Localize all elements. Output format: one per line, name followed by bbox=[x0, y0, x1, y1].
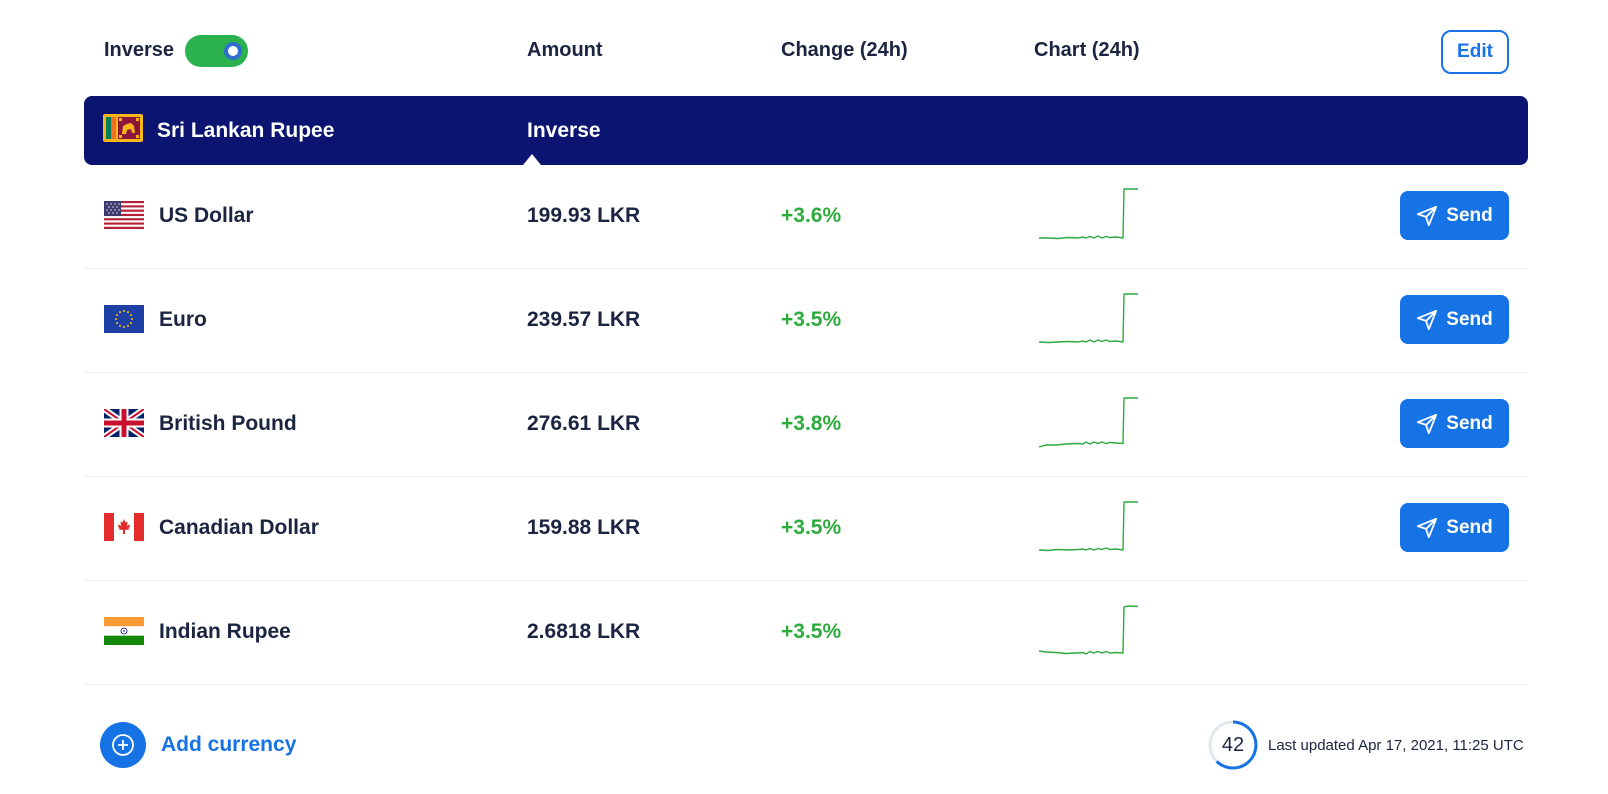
currency-amount: 2.6818 LKR bbox=[527, 620, 641, 643]
send-paper-plane-icon bbox=[1417, 309, 1438, 330]
sparkline-chart bbox=[1039, 188, 1138, 240]
edit-button[interactable]: Edit bbox=[1441, 30, 1509, 74]
currency-row-eur[interactable]: Euro 239.57 LKR +3.5% Send bbox=[84, 269, 1528, 373]
sparkline-chart bbox=[1038, 605, 1139, 655]
currency-change: +3.6% bbox=[781, 204, 842, 227]
inverse-toggle[interactable] bbox=[185, 35, 248, 67]
base-mode-label: Inverse bbox=[527, 119, 601, 142]
currency-amount: 239.57 LKR bbox=[527, 308, 641, 331]
currency-row-usd[interactable]: US Dollar 199.93 LKR +3.6% Send bbox=[84, 165, 1528, 269]
countdown-value: 42 bbox=[1221, 733, 1245, 756]
change-column-header: Change (24h) bbox=[781, 39, 908, 61]
base-currency-name: Sri Lankan Rupee bbox=[157, 119, 335, 142]
flag-eu-icon bbox=[104, 305, 144, 333]
currency-row-cad[interactable]: Canadian Dollar 159.88 LKR +3.5% Send bbox=[84, 477, 1528, 581]
add-currency-button[interactable]: Add currency bbox=[100, 722, 296, 768]
toggle-knob bbox=[224, 42, 242, 60]
flag-canada-icon bbox=[104, 513, 144, 541]
currency-amount: 199.93 LKR bbox=[527, 204, 641, 227]
currency-row-gbp[interactable]: British Pound 276.61 LKR +3.8% Send bbox=[84, 373, 1528, 477]
flag-india-icon bbox=[104, 617, 144, 645]
base-currency-bar[interactable]: Sri Lankan Rupee Inverse bbox=[84, 96, 1528, 165]
sparkline-chart bbox=[1038, 293, 1138, 344]
countdown-ring-icon bbox=[1208, 720, 1258, 770]
currency-name: US Dollar bbox=[159, 204, 254, 227]
send-button[interactable]: Send bbox=[1400, 191, 1509, 240]
currency-name: Canadian Dollar bbox=[159, 516, 319, 539]
send-button-label: Send bbox=[1446, 308, 1493, 330]
send-button[interactable]: Send bbox=[1400, 503, 1509, 552]
sparkline-chart bbox=[1038, 397, 1138, 448]
currency-change: +3.5% bbox=[781, 516, 842, 539]
add-currency-label: Add currency bbox=[161, 733, 297, 756]
currency-amount: 159.88 LKR bbox=[527, 516, 641, 539]
amount-column-header: Amount bbox=[527, 39, 603, 61]
flag-sri-lanka-icon bbox=[103, 114, 143, 142]
table-header: Inverse Amount Change (24h) Chart (24h) … bbox=[0, 0, 1608, 96]
send-button[interactable]: Send bbox=[1400, 295, 1509, 344]
last-updated-text: Last updated Apr 17, 2021, 11:25 UTC bbox=[1268, 737, 1524, 754]
currency-name: Euro bbox=[159, 308, 207, 331]
inverse-label: Inverse bbox=[104, 39, 175, 61]
flag-us-icon bbox=[104, 201, 144, 229]
amount-pointer bbox=[523, 154, 541, 165]
send-paper-plane-icon bbox=[1417, 517, 1438, 538]
add-circle-icon bbox=[100, 722, 146, 768]
currency-name: British Pound bbox=[159, 412, 297, 435]
send-paper-plane-icon bbox=[1417, 413, 1438, 434]
currency-change: +3.5% bbox=[781, 308, 842, 331]
send-button[interactable]: Send bbox=[1400, 399, 1509, 448]
currency-amount: 276.61 LKR bbox=[527, 412, 641, 435]
send-button-label: Send bbox=[1446, 412, 1493, 434]
currency-name: Indian Rupee bbox=[159, 620, 291, 643]
currency-change: +3.8% bbox=[781, 412, 842, 435]
send-button-label: Send bbox=[1446, 516, 1493, 538]
refresh-countdown: 42 bbox=[1207, 719, 1259, 771]
send-button-label: Send bbox=[1446, 204, 1493, 226]
currency-change: +3.5% bbox=[781, 620, 842, 643]
sparkline-chart bbox=[1038, 501, 1138, 552]
chart-column-header: Chart (24h) bbox=[1034, 39, 1140, 61]
flag-uk-icon bbox=[104, 409, 144, 437]
currency-row-inr[interactable]: Indian Rupee 2.6818 LKR +3.5% bbox=[84, 581, 1528, 685]
send-paper-plane-icon bbox=[1417, 205, 1438, 226]
